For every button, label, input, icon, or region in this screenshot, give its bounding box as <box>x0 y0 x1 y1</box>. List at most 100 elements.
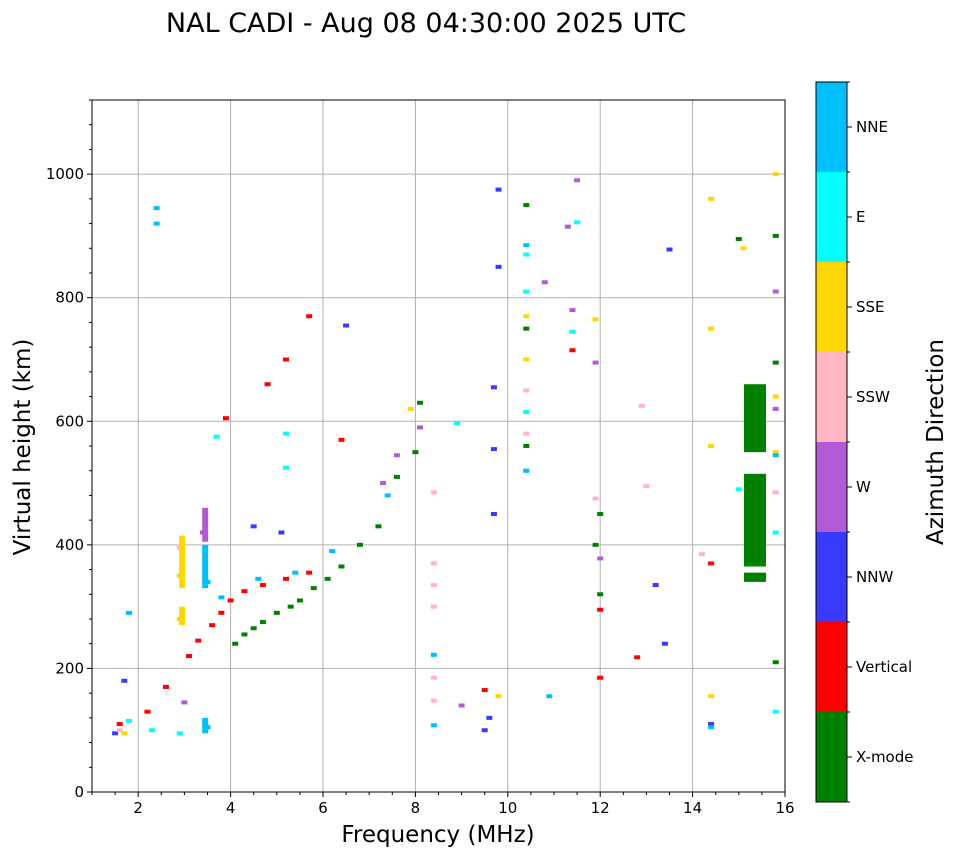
colorbar-swatch <box>816 352 847 442</box>
chart-title: NAL CADI - Aug 08 04:30:00 2025 UTC <box>166 8 686 39</box>
data-point <box>772 289 779 294</box>
data-point <box>430 652 437 657</box>
data-point <box>264 382 271 387</box>
data-point <box>213 434 220 439</box>
data-point <box>495 694 502 699</box>
data-point <box>430 698 437 703</box>
data-point <box>380 481 387 486</box>
data-point <box>283 465 290 470</box>
data-point <box>698 552 705 557</box>
data-point <box>772 172 779 177</box>
plot-frame <box>91 99 786 793</box>
data-point <box>634 655 641 660</box>
data-point <box>490 385 497 390</box>
data-point <box>592 360 599 365</box>
data-point <box>735 487 742 492</box>
colorbar-swatch <box>816 82 847 172</box>
data-point <box>597 556 604 561</box>
data-point <box>181 700 188 705</box>
data-point <box>338 437 345 442</box>
data-point <box>176 731 183 736</box>
data-point <box>523 410 530 415</box>
data-point <box>287 604 294 609</box>
data-point <box>278 530 285 535</box>
data-point <box>523 431 530 436</box>
data-point <box>569 348 576 353</box>
data-point <box>407 406 414 411</box>
data-point <box>149 728 156 733</box>
data-point <box>153 221 160 226</box>
data-point <box>412 450 419 455</box>
data-point <box>430 561 437 566</box>
data-point <box>708 561 715 566</box>
colorbar-tick-label: SSW <box>856 388 890 406</box>
data-bar <box>743 473 766 567</box>
colorbar-swatch <box>816 442 847 532</box>
data-point <box>564 224 571 229</box>
colorbar-tick-label: W <box>856 478 871 496</box>
data-point <box>772 406 779 411</box>
data-point <box>306 570 313 575</box>
data-point <box>384 493 391 498</box>
data-point <box>597 607 604 612</box>
data-point <box>453 421 460 426</box>
data-point <box>569 308 576 313</box>
data-point <box>250 626 257 631</box>
data-point <box>356 542 363 547</box>
x-tick-label: 10 <box>498 799 517 817</box>
data-point <box>772 233 779 238</box>
data-point <box>708 722 715 727</box>
data-point <box>162 684 169 689</box>
data-point <box>195 638 202 643</box>
data-point <box>574 178 581 183</box>
data-point <box>481 688 488 693</box>
data-point <box>772 490 779 495</box>
y-tick-label: 800 <box>55 289 84 307</box>
y-tick-label: 200 <box>55 659 84 677</box>
data-point <box>597 511 604 516</box>
data-point <box>523 444 530 448</box>
colorbar-tick-label: SSE <box>856 298 885 316</box>
data-point <box>546 694 553 699</box>
data-point <box>574 220 581 225</box>
data-point <box>259 583 266 588</box>
data-point <box>283 357 290 362</box>
data-point <box>283 576 290 581</box>
data-point <box>283 431 290 436</box>
data-point <box>643 484 650 489</box>
data-point <box>772 660 779 665</box>
data-point <box>273 610 280 615</box>
colorbar-tick-label: Vertical <box>856 658 912 676</box>
data-point <box>255 576 262 581</box>
colorbar-tick-label: NNW <box>856 568 893 586</box>
data-bar <box>743 572 766 582</box>
data-point <box>523 289 530 294</box>
x-tick-label: 12 <box>591 799 610 817</box>
data-point <box>417 400 424 405</box>
y-tick-label: 1000 <box>46 165 84 183</box>
data-bar <box>202 544 209 589</box>
data-point <box>523 314 530 319</box>
data-point <box>116 728 123 733</box>
data-point <box>638 403 645 408</box>
data-point <box>708 694 715 699</box>
data-point <box>772 453 779 458</box>
data-point <box>597 675 604 680</box>
axes: 2 4 6 8 10 12 14 16 0 200 400 600 800 1000 <box>46 99 795 817</box>
data-point <box>523 243 530 248</box>
data-point <box>116 722 123 727</box>
y-tick-label: 0 <box>74 783 84 801</box>
data-point <box>417 425 424 430</box>
data-point <box>393 474 400 479</box>
data-point <box>495 187 502 192</box>
data-point <box>708 196 715 201</box>
x-tick-label: 6 <box>318 799 328 817</box>
data-point <box>153 206 160 211</box>
data-point <box>250 524 257 529</box>
data-point <box>523 388 530 393</box>
colorbar-label: Azimuth Direction <box>923 339 949 545</box>
data-point <box>740 246 747 251</box>
data-point <box>430 604 437 609</box>
data-point <box>296 598 303 603</box>
